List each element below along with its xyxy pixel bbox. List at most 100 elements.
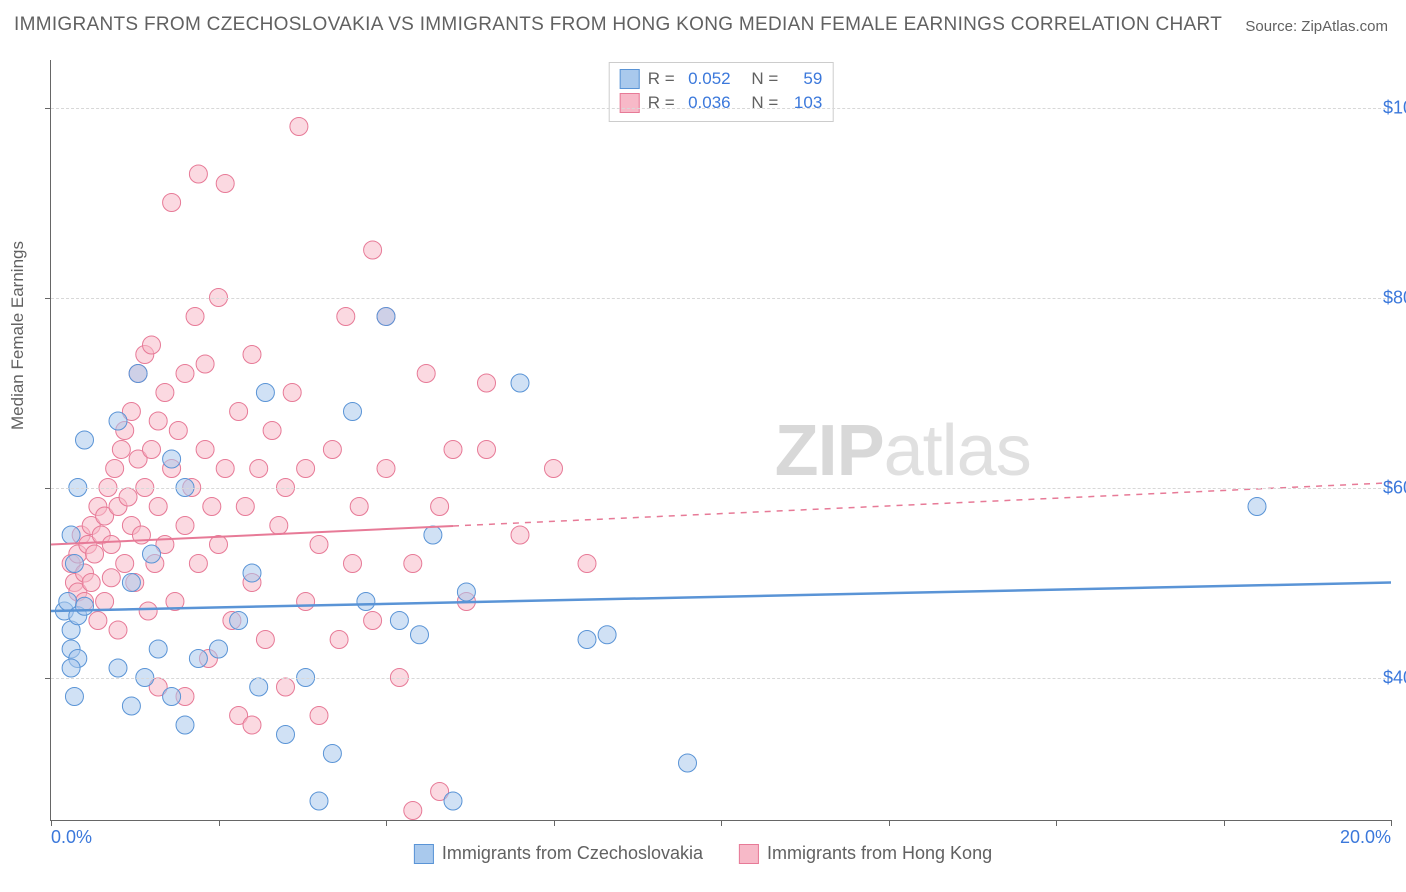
scatter-point: [176, 517, 194, 535]
x-tick: [554, 820, 555, 826]
scatter-point: [323, 441, 341, 459]
bottom-legend: Immigrants from Czechoslovakia Immigrant…: [414, 843, 992, 864]
scatter-point: [1248, 498, 1266, 516]
scatter-point: [76, 597, 94, 615]
x-tick: [51, 820, 52, 826]
x-tick-label-max: 20.0%: [1340, 827, 1391, 848]
r-label-1: R =: [648, 67, 675, 91]
scatter-point: [156, 384, 174, 402]
scatter-point: [377, 460, 395, 478]
scatter-point: [417, 365, 435, 383]
scatter-point: [62, 659, 80, 677]
scatter-point: [243, 346, 261, 364]
scatter-point: [210, 640, 228, 658]
legend-item-1: Immigrants from Czechoslovakia: [414, 843, 703, 864]
scatter-point: [330, 631, 348, 649]
x-tick: [219, 820, 220, 826]
x-tick: [1224, 820, 1225, 826]
scatter-point: [216, 175, 234, 193]
scatter-point: [196, 441, 214, 459]
n-value-2: 103: [786, 91, 822, 115]
scatter-point: [65, 688, 83, 706]
scatter-point: [163, 194, 181, 212]
scatter-point: [96, 593, 114, 611]
stats-row-2: R = 0.036 N = 103: [620, 91, 823, 115]
scatter-point: [323, 745, 341, 763]
scatter-point: [189, 555, 207, 573]
legend-swatch-2: [739, 844, 759, 864]
scatter-point: [250, 678, 268, 696]
scatter-point: [109, 621, 127, 639]
scatter-point: [112, 441, 130, 459]
scatter-point: [89, 612, 107, 630]
scatter-point: [122, 574, 140, 592]
scatter-point: [578, 631, 596, 649]
scatter-point: [310, 792, 328, 810]
scatter-point: [297, 593, 315, 611]
scatter-point: [102, 536, 120, 554]
gridline-h: [51, 488, 1391, 489]
scatter-point: [129, 365, 147, 383]
gridline-h: [51, 678, 1391, 679]
scatter-point: [290, 118, 308, 136]
r-value-2: 0.036: [683, 91, 731, 115]
scatter-point: [256, 631, 274, 649]
scatter-point: [404, 555, 422, 573]
n-label-1: N =: [751, 67, 778, 91]
chart-container: IMMIGRANTS FROM CZECHOSLOVAKIA VS IMMIGR…: [0, 0, 1406, 892]
r-value-1: 0.052: [683, 67, 731, 91]
plot-area: ZIPatlas R = 0.052 N = 59 R = 0.036 N = …: [50, 60, 1391, 821]
chart-title: IMMIGRANTS FROM CZECHOSLOVAKIA VS IMMIGR…: [14, 14, 1222, 36]
scatter-point: [230, 403, 248, 421]
x-tick: [386, 820, 387, 826]
scatter-point: [511, 526, 529, 544]
scatter-point: [243, 716, 261, 734]
scatter-point: [256, 384, 274, 402]
scatter-point: [424, 526, 442, 544]
scatter-point: [65, 555, 83, 573]
scatter-point: [102, 569, 120, 587]
scatter-point: [431, 498, 449, 516]
scatter-point: [236, 498, 254, 516]
scatter-point: [545, 460, 563, 478]
scatter-point: [364, 612, 382, 630]
scatter-point: [250, 460, 268, 478]
gridline-h: [51, 108, 1391, 109]
legend-item-2: Immigrants from Hong Kong: [739, 843, 992, 864]
scatter-point: [364, 241, 382, 259]
scatter-point: [186, 308, 204, 326]
stats-row-1: R = 0.052 N = 59: [620, 67, 823, 91]
scatter-point: [116, 555, 134, 573]
scatter-point: [344, 403, 362, 421]
scatter-point: [337, 308, 355, 326]
source-value: ZipAtlas.com: [1301, 18, 1388, 35]
scatter-point: [679, 754, 697, 772]
scatter-point: [76, 431, 94, 449]
scatter-point: [119, 488, 137, 506]
scatter-point: [478, 374, 496, 392]
legend-label-1: Immigrants from Czechoslovakia: [442, 843, 703, 864]
x-tick-label-min: 0.0%: [51, 827, 92, 848]
scatter-point: [283, 384, 301, 402]
scatter-point: [243, 564, 261, 582]
y-tick-label: $100,000: [1383, 97, 1406, 118]
scatter-point: [149, 640, 167, 658]
legend-swatch-1: [414, 844, 434, 864]
scatter-svg: [51, 60, 1391, 820]
scatter-point: [230, 612, 248, 630]
scatter-point: [310, 536, 328, 554]
scatter-point: [210, 536, 228, 554]
y-tick-label: $80,000: [1383, 287, 1406, 308]
scatter-point: [169, 422, 187, 440]
scatter-point: [82, 574, 100, 592]
scatter-point: [457, 583, 475, 601]
scatter-point: [478, 441, 496, 459]
scatter-point: [277, 726, 295, 744]
scatter-point: [297, 460, 315, 478]
source-attrib: Source: ZipAtlas.com: [1245, 18, 1388, 35]
source-label: Source:: [1245, 18, 1297, 35]
scatter-point: [196, 355, 214, 373]
n-label-2: N =: [751, 91, 778, 115]
scatter-point: [86, 545, 104, 563]
scatter-point: [122, 697, 140, 715]
